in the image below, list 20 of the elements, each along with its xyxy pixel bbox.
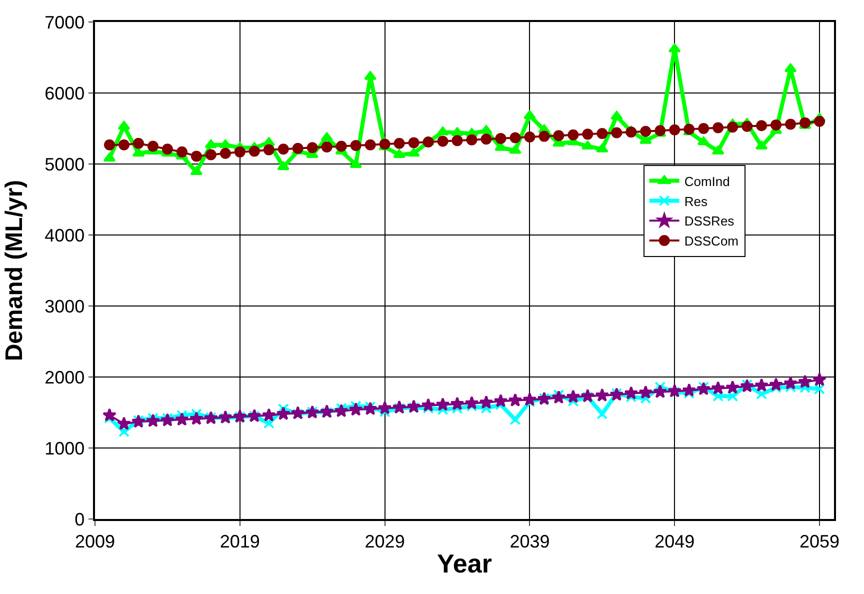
x-axis-title: Year bbox=[437, 548, 492, 579]
y-axis-title: Demand (ML/yr) bbox=[1, 180, 28, 362]
legend-label: ComInd bbox=[684, 174, 730, 189]
legend-label: DSSRes bbox=[684, 214, 735, 229]
y-tick-label: 2000 bbox=[44, 367, 85, 388]
y-tick-label: 0 bbox=[74, 509, 85, 530]
x-tick-label: 2009 bbox=[74, 531, 116, 552]
legend-label: Res bbox=[684, 194, 708, 209]
x-tick-label: 2029 bbox=[364, 531, 405, 552]
x-tick-label: 2039 bbox=[510, 531, 550, 552]
y-tick-label: 4000 bbox=[44, 225, 85, 246]
x-tick-label: 2019 bbox=[220, 531, 260, 552]
y-tick-label: 6000 bbox=[44, 83, 85, 104]
x-tick-label: 2049 bbox=[654, 531, 695, 552]
y-tick-label: 7000 bbox=[44, 12, 85, 32]
y-tick-label: 3000 bbox=[44, 296, 85, 316]
y-tick-label: 5000 bbox=[44, 154, 85, 174]
legend-label: DSSCom bbox=[684, 234, 739, 249]
y-tick-label: 1000 bbox=[44, 438, 85, 458]
x-tick-label: 2059 bbox=[799, 531, 840, 552]
